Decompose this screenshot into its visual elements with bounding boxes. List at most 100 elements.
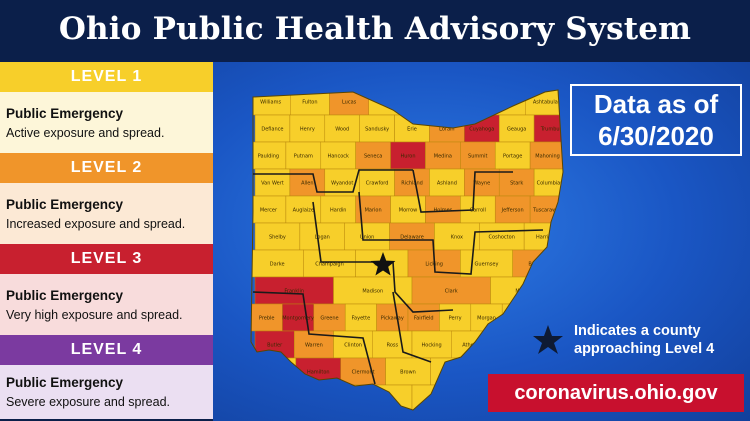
- level-3-header: LEVEL 3: [0, 244, 213, 274]
- county-label: Warren: [305, 343, 323, 349]
- county-cell: [289, 114, 326, 143]
- county-label: Coshocton: [489, 235, 515, 241]
- level-2-body: Public Emergency Increased exposure and …: [0, 183, 213, 244]
- data-date-label: Data as of: [593, 89, 719, 119]
- county-label: Crawford: [366, 181, 389, 187]
- county-cell: [333, 276, 413, 305]
- county-cell: [385, 357, 431, 386]
- county-label: Hardin: [330, 208, 347, 214]
- county-label: Tuscarawas: [532, 208, 562, 214]
- county-cell: [533, 168, 563, 197]
- county-label: Darke: [270, 262, 285, 268]
- county-label: Adams: [444, 370, 461, 376]
- county-label: Erie: [407, 127, 417, 133]
- county-cell: [251, 357, 297, 386]
- region-boundaries: [252, 169, 544, 385]
- county-label: Franklin: [284, 289, 304, 295]
- county-cell: [359, 168, 395, 197]
- county-cell: [285, 141, 322, 170]
- county-label: Morrow: [399, 208, 417, 214]
- county-label: Preble: [259, 316, 275, 322]
- county-label: Greene: [320, 316, 338, 322]
- county-label: Hocking: [422, 343, 442, 349]
- level-3-desc: Very high exposure and spread.: [6, 307, 183, 322]
- county-grid: Williams Fulton Lucas Ottawa Lake AshtabulaDe…: [251, 90, 567, 410]
- county-cell: [355, 141, 391, 170]
- county-cell: [254, 114, 291, 143]
- level-3-body: Public Emergency Very high exposure and …: [0, 274, 213, 335]
- county-label: Fairfield: [414, 316, 434, 322]
- level-4-desc: Severe exposure and spread.: [6, 395, 170, 409]
- county-cell: [490, 330, 530, 359]
- county-cell: [313, 303, 346, 332]
- level-2-header: LEVEL 2: [0, 153, 213, 183]
- county-label: Morgan: [477, 316, 496, 322]
- county-cell: [251, 303, 283, 332]
- county-cell: [411, 384, 491, 410]
- county-cell: [254, 276, 334, 305]
- county-label: Union: [360, 235, 374, 241]
- county-label: Knox: [451, 235, 463, 241]
- county-label: Ashland: [437, 181, 457, 187]
- county-cell: [324, 114, 360, 143]
- county-cell: [512, 249, 563, 278]
- county-cell: [254, 222, 301, 251]
- county-label: Paulding: [258, 154, 279, 160]
- county-label: Butler: [267, 343, 283, 349]
- county-label: Portage: [503, 154, 522, 160]
- county-label: Delaware: [400, 235, 424, 241]
- county-label: Van Wert: [261, 181, 284, 187]
- county-label: Cuyahoga: [469, 127, 494, 133]
- county-label: Pickaway: [381, 316, 404, 322]
- county-cell: [376, 303, 409, 332]
- county-label: Wayne: [473, 181, 490, 187]
- data-date-value: 6/30/2020: [598, 121, 714, 151]
- county-label: Perry: [449, 316, 462, 322]
- county-label: Montgomery: [282, 316, 314, 322]
- ohio-county-map: Williams Fulton Lucas Ottawa Lake AshtabulaDe…: [250, 89, 567, 411]
- level-1-body: Public Emergency Active exposure and spr…: [0, 92, 213, 153]
- county-label: Hancock: [327, 154, 349, 160]
- county-cell: [447, 90, 487, 116]
- county-label: Medina: [434, 154, 452, 160]
- county-cell: [411, 330, 452, 359]
- county-cell: [390, 195, 426, 224]
- website-banner[interactable]: coronavirus.ohio.gov: [488, 374, 744, 412]
- county-label: Gallia: [444, 397, 458, 403]
- website-link[interactable]: coronavirus.ohio.gov: [514, 381, 718, 404]
- county-cell: [407, 90, 448, 116]
- county-label: Carroll: [470, 208, 486, 214]
- level-4-header: LEVEL 4: [0, 335, 213, 365]
- county-cell: [333, 384, 413, 410]
- level-2-title: Public Emergency: [6, 196, 124, 212]
- county-label: Mercer: [260, 208, 278, 214]
- header-bar: Ohio Public Health Advisory System: [0, 0, 750, 58]
- page-title: Ohio Public Health Advisory System: [58, 11, 692, 47]
- level-1-desc: Active exposure and spread.: [6, 125, 165, 140]
- county-cell: [486, 90, 526, 116]
- county-label: Summit: [468, 154, 487, 160]
- county-label: Monroe: [540, 316, 559, 322]
- star-icon: [533, 325, 563, 354]
- county-label: Defiance: [261, 127, 283, 133]
- county-label: Ross: [387, 343, 399, 349]
- county-label: Stark: [510, 181, 523, 187]
- data-date-box: Data as of 6/30/2020: [570, 84, 742, 156]
- county-cell: [411, 276, 491, 305]
- county-label: Harrison: [536, 235, 557, 241]
- county-cell: [344, 222, 390, 251]
- county-label: Lorain: [439, 127, 454, 133]
- level-4-title: Public Emergency: [6, 375, 124, 390]
- approaching-level-4-star: [370, 252, 396, 276]
- franklin-star-icon: [370, 252, 396, 276]
- county-label: Madison: [362, 289, 383, 295]
- county-label: Williams: [260, 100, 281, 106]
- county-label: Columbiana: [537, 181, 567, 187]
- level-3-title: Public Emergency: [6, 287, 124, 303]
- county-label: Wyandot: [331, 181, 353, 187]
- county-label: Geauga: [507, 127, 526, 133]
- level-2-desc: Increased exposure and spread.: [6, 216, 186, 231]
- county-cell: [320, 141, 356, 170]
- county-label: Jackson: [362, 397, 382, 403]
- county-cell: [490, 276, 563, 305]
